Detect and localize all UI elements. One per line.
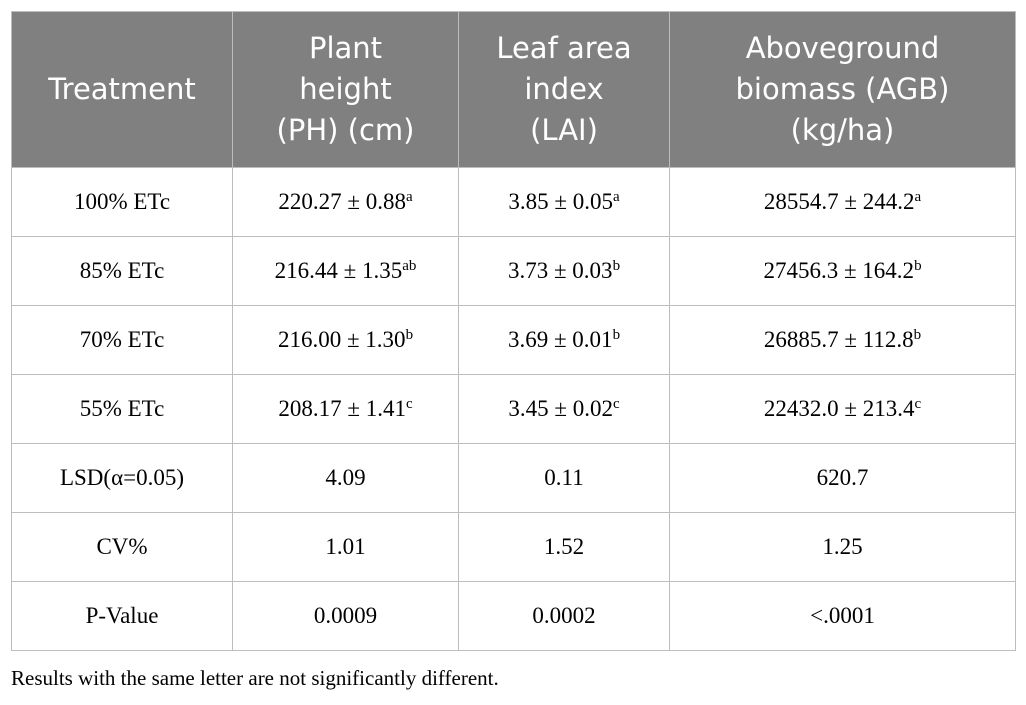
table-cell: 1.25 — [669, 512, 1016, 582]
cell-value: 55% ETc — [79, 396, 165, 421]
header-text: Treatment — [48, 72, 196, 106]
table-cell: LSD(α=0.05) — [11, 443, 233, 513]
cell-value: 70% ETc — [79, 327, 165, 352]
table-cell: 220.27 ± 0.88a — [232, 167, 459, 237]
header-cell: Aboveground biomass (AGB) (kg/ha) — [669, 11, 1016, 168]
significance-letter: c — [612, 396, 620, 412]
header-cell: Treatment — [11, 11, 233, 168]
table-row: LSD(α=0.05) 4.09 0.11 620.7 — [11, 443, 1016, 513]
header-text: Plant — [308, 31, 383, 65]
header-row: Treatment Plant height (PH) (cm) Leaf area in… — [11, 11, 1016, 168]
header-text: index — [524, 72, 604, 106]
table-cell: 0.0002 — [458, 581, 670, 651]
table-cell: 55% ETc — [11, 374, 233, 444]
table-row: CV% 1.01 1.52 1.25 — [11, 512, 1016, 582]
cell-value: 100% ETc — [73, 189, 171, 214]
significance-letter: b — [913, 327, 922, 343]
table-body: 100% ETc 220.27 ± 0.88a 3.85 ± 0.05a 28554.… — [11, 167, 1016, 651]
significance-letter: c — [405, 396, 413, 412]
cell-value: 3.73 ± 0.03 — [507, 258, 613, 283]
table-cell: 4.09 — [232, 443, 459, 513]
cell-value: LSD(α=0.05) — [59, 465, 185, 490]
header-text: (LAI) — [530, 113, 598, 147]
significance-letter: a — [612, 189, 620, 205]
cell-value: 0.11 — [544, 465, 584, 490]
cell-value: 1.25 — [822, 534, 863, 559]
data-table: Treatment Plant height (PH) (cm) Leaf area in… — [11, 11, 1016, 651]
table-cell: 1.01 — [232, 512, 459, 582]
significance-letter: b — [612, 327, 621, 343]
header-text: (PH) (cm) — [276, 113, 415, 147]
significance-letter: b — [914, 258, 922, 274]
table-cell: 208.17 ± 1.41c — [232, 374, 459, 444]
table-cell: 28554.7 ± 244.2a — [669, 167, 1016, 237]
footnote: Results with the same letter are not sig… — [11, 666, 499, 690]
table-row: 70% ETc 216.00 ± 1.30b 3.69 ± 0.01b 26885.7… — [11, 305, 1016, 375]
table-row: 100% ETc 220.27 ± 0.88a 3.85 ± 0.05a 28554.… — [11, 167, 1016, 237]
cell-value: 1.01 — [325, 534, 366, 559]
table-cell: 3.85 ± 0.05a — [458, 167, 670, 237]
cell-value: 216.00 ± 1.30 — [277, 327, 406, 352]
table-cell: 70% ETc — [11, 305, 233, 375]
header-text: (kg/ha) — [790, 113, 895, 147]
cell-value: 3.45 ± 0.02 — [508, 396, 613, 421]
cell-value: CV% — [96, 534, 148, 559]
cell-value: 216.44 ± 1.35 — [274, 258, 403, 283]
table-cell: 0.0009 — [232, 581, 459, 651]
significance-letter: a — [914, 189, 922, 205]
table-cell: 3.69 ± 0.01b — [458, 305, 670, 375]
cell-value: 220.27 ± 0.88 — [278, 189, 406, 214]
cell-value: <.0001 — [810, 603, 875, 628]
header-text: height — [299, 72, 392, 106]
table-cell: 27456.3 ± 164.2b — [669, 236, 1016, 306]
table-cell: 216.00 ± 1.30b — [232, 305, 459, 375]
table-cell: P-Value — [11, 581, 233, 651]
cell-value: P-Value — [85, 603, 159, 628]
significance-letter: a — [405, 189, 413, 205]
table-cell: 0.11 — [458, 443, 670, 513]
table-cell: 216.44 ± 1.35ab — [232, 236, 459, 306]
table-row: P-Value 0.0009 0.0002 <.0001 — [11, 581, 1016, 651]
table-cell: 22432.0 ± 213.4c — [669, 374, 1016, 444]
header-text: biomass (AGB) — [735, 72, 950, 106]
cell-value: 1.52 — [543, 534, 585, 559]
cell-value: 4.09 — [325, 465, 366, 490]
cell-value: 3.69 ± 0.01 — [507, 327, 613, 352]
cell-value: 208.17 ± 1.41 — [278, 396, 406, 421]
significance-letter: ab — [402, 258, 417, 274]
table-cell: 100% ETc — [11, 167, 233, 237]
table-row: 55% ETc 208.17 ± 1.41c 3.45 ± 0.02c 22432.0… — [11, 374, 1016, 444]
significance-letter: c — [914, 396, 922, 412]
cell-value: 85% ETc — [79, 258, 165, 283]
table-cell: 3.45 ± 0.02c — [458, 374, 670, 444]
header-cell: Plant height (PH) (cm) — [232, 11, 459, 168]
table-cell: CV% — [11, 512, 233, 582]
cell-value: 0.0009 — [313, 603, 378, 628]
table-cell: 85% ETc — [11, 236, 233, 306]
table-cell: 26885.7 ± 112.8b — [669, 305, 1016, 375]
cell-value: 26885.7 ± 112.8 — [763, 327, 914, 352]
cell-value: 620.7 — [816, 465, 869, 490]
significance-letter: b — [612, 258, 621, 274]
table-cell: <.0001 — [669, 581, 1016, 651]
table-row: 85% ETc 216.44 ± 1.35ab 3.73 ± 0.03b 27456.… — [11, 236, 1016, 306]
header-text: Aboveground — [745, 31, 940, 65]
cell-value: 0.0002 — [532, 603, 596, 628]
cell-value: 27456.3 ± 164.2 — [763, 258, 915, 283]
table-cell: 620.7 — [669, 443, 1016, 513]
table-cell: 1.52 — [458, 512, 670, 582]
cell-value: 22432.0 ± 213.4 — [763, 396, 915, 421]
cell-value: 3.85 ± 0.05 — [508, 189, 613, 214]
header-cell: Leaf area index (LAI) — [458, 11, 670, 168]
cell-value: 28554.7 ± 244.2 — [763, 189, 915, 214]
header-text: Leaf area — [496, 31, 632, 65]
significance-letter: b — [405, 327, 414, 343]
table-cell: 3.73 ± 0.03b — [458, 236, 670, 306]
